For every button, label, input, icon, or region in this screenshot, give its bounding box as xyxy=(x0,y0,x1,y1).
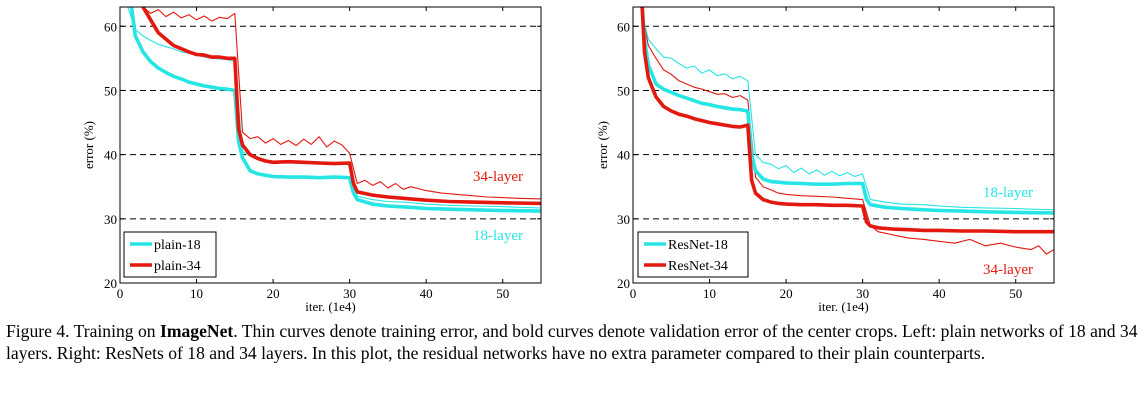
legend-label-plain-34: plain-34 xyxy=(154,259,201,274)
legend: ResNet-18 ResNet-34 xyxy=(637,231,749,278)
annotation-34-layer: 34-layer xyxy=(473,169,523,185)
legend-label-resnet-18: ResNet-18 xyxy=(668,238,728,253)
series-plain-34-training xyxy=(142,7,541,200)
y-tick-label-50: 50 xyxy=(617,83,630,98)
x-tick-label-50: 50 xyxy=(496,286,509,301)
x-tick-label-50: 50 xyxy=(1009,286,1022,301)
legend: plain-18 plain-34 xyxy=(123,231,217,278)
y-tick-label-20: 20 xyxy=(617,276,630,291)
y-tick-label-30: 30 xyxy=(104,212,117,227)
caption-bold-term: ImageNet xyxy=(159,321,234,341)
x-tick-label-30: 30 xyxy=(856,286,869,301)
legend-label-plain-18: plain-18 xyxy=(154,238,201,253)
series-resnet-34-training xyxy=(640,7,1054,255)
y-tick-label-20: 20 xyxy=(104,276,117,291)
x-tick-label-30: 30 xyxy=(343,286,356,301)
y-tick-label-40: 40 xyxy=(617,148,630,163)
x-tick-label-10: 10 xyxy=(190,286,203,301)
y-tick-label-30: 30 xyxy=(617,212,630,227)
x-tick-label-20: 20 xyxy=(267,286,280,301)
x-axis-label: iter. (1e4) xyxy=(818,299,869,314)
figure-charts: 0 10 20 30 40 50 20 30 40 50 60 iter. (1e4) error (%… xyxy=(81,6,1055,314)
annotation-34-layer: 34-layer xyxy=(983,262,1033,278)
series-resnet-18-validation xyxy=(640,7,1054,215)
y-axis-label: error (%) xyxy=(595,121,610,169)
legend-box xyxy=(123,231,217,278)
y-tick-label-60: 60 xyxy=(617,19,630,34)
x-tick-label-10: 10 xyxy=(703,286,716,301)
x-tick-label-40: 40 xyxy=(933,286,946,301)
legend-box xyxy=(637,231,749,278)
y-tick-label-40: 40 xyxy=(104,148,117,163)
annotation-18-layer: 18-layer xyxy=(983,185,1033,201)
caption-prefix: Figure 4. Training on xyxy=(6,321,160,341)
left-chart-panel: 0 10 20 30 40 50 20 30 40 50 60 iter. (1e4) error (%… xyxy=(81,6,542,314)
x-axis-label: iter. (1e4) xyxy=(305,299,356,314)
legend-label-resnet-34: ResNet-34 xyxy=(668,259,728,274)
series-resnet-34-validation xyxy=(640,7,1054,234)
x-tick-label-40: 40 xyxy=(420,286,433,301)
x-tick-label-0: 0 xyxy=(117,286,124,301)
y-tick-label-60: 60 xyxy=(104,19,117,34)
y-tick-label-50: 50 xyxy=(104,83,117,98)
right-chart-panel: 0 10 20 30 40 50 20 30 40 50 60 iter. (1e4) error (%… xyxy=(595,6,1055,314)
series-plain-34-validation xyxy=(141,7,541,206)
plot-frame xyxy=(632,6,1055,284)
y-axis-label: error (%) xyxy=(81,121,96,169)
series-resnet-18-training xyxy=(640,7,1054,211)
caption-text: . Thin curves denote training error, and… xyxy=(6,321,1138,363)
figure-caption: Figure 4. Training on ImageNet. Thin cur… xyxy=(6,320,1144,364)
annotation-18-layer: 18-layer xyxy=(473,228,523,244)
plot-frame xyxy=(119,6,542,284)
x-tick-label-20: 20 xyxy=(780,286,793,301)
x-tick-label-0: 0 xyxy=(630,286,637,301)
series-plain-18-validation xyxy=(129,7,541,213)
